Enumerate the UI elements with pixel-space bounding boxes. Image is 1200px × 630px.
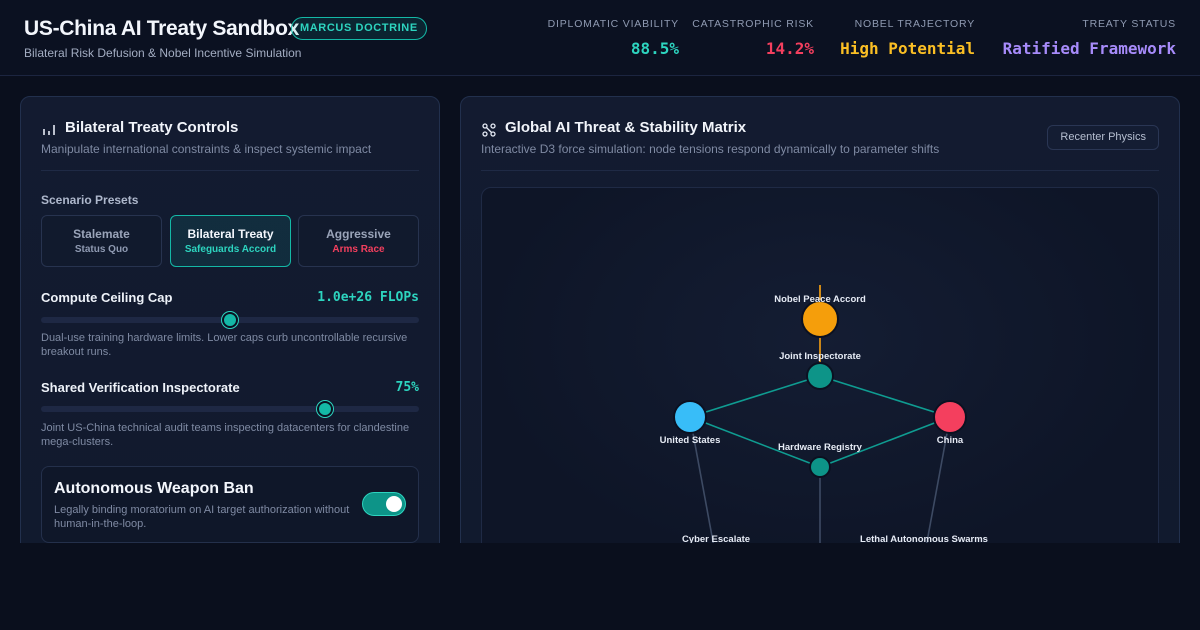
inspectorate-description: Joint US-China technical audit teams ins…	[41, 422, 410, 448]
force-graph-canvas[interactable]: Nobel Peace Accord Joint Inspectorate Unit…	[481, 187, 1159, 567]
preset-title: Bilateral Treaty	[187, 227, 274, 241]
inspectorate-label: Shared Verification Inspectorate	[41, 380, 240, 395]
graph-node-joint[interactable]	[806, 362, 834, 390]
preset-aggressive-button[interactable]: Aggressive Arms Race	[298, 215, 419, 267]
graph-edge	[819, 375, 951, 418]
metric-label: TREATY STATUS	[1082, 18, 1176, 30]
metric-value: 14.2%	[765, 39, 814, 58]
preset-title: Aggressive	[326, 227, 391, 241]
graph-node-label: Hardware Registry	[778, 442, 863, 453]
slider-thumb[interactable]	[316, 401, 333, 417]
panel-title: Global AI Threat & Stability Matrix	[505, 119, 747, 136]
metric-value: High Potential	[840, 39, 975, 58]
graph-node-label: Joint Inspectorate	[779, 351, 861, 362]
graph-edge	[689, 416, 717, 559]
network-icon	[482, 123, 496, 137]
compute-cap-description: Dual-use training hardware limits. Lower…	[41, 332, 408, 358]
preset-stalemate-button[interactable]: Stalemate Status Quo	[41, 215, 162, 267]
metric-value: 88.5%	[630, 39, 679, 58]
graph-edge	[923, 416, 951, 559]
compute-cap-value: 1.0e+26 FLOPs	[317, 290, 419, 305]
metric-label: CATASTROPHIC RISK	[692, 18, 814, 30]
graph-node-nobel[interactable]	[801, 300, 839, 338]
preset-subtitle: Arms Race	[332, 244, 385, 255]
graph-node-label: Cyber Escalate	[682, 534, 750, 545]
preset-subtitle: Safeguards Accord	[184, 244, 277, 255]
weapon-ban-card: Autonomous Weapon Ban Legally binding mo…	[41, 466, 419, 543]
weapon-ban-description: Legally binding moratorium on AI target …	[54, 504, 350, 530]
top-header: US-China AI Treaty Sandbox MARCUS DOCTRI…	[0, 0, 1200, 76]
treaty-controls-panel: Bilateral Treaty Controls Manipulate int…	[20, 96, 440, 556]
graph-node-china[interactable]	[933, 400, 967, 434]
panel-subtitle: Manipulate international constraints & i…	[41, 142, 372, 156]
app-subtitle: Bilateral Risk Defusion & Nobel Incentiv…	[24, 46, 302, 60]
graph-node-label: Nobel Peace Accord	[774, 294, 866, 305]
metric-catastrophic-risk: CATASTROPHIC RISK 14.2%	[692, 18, 814, 58]
graph-node-label: United States	[660, 435, 721, 446]
inspectorate-slider[interactable]	[41, 401, 419, 417]
graph-edge	[819, 416, 951, 468]
app-title: US-China AI Treaty Sandbox	[24, 17, 299, 40]
inspectorate-value: 75%	[395, 380, 419, 395]
graph-node-label: Lethal Autonomous Swarms	[860, 534, 988, 545]
preset-title: Stalemate	[73, 227, 130, 241]
panel-title: Bilateral Treaty Controls	[65, 119, 239, 136]
graph-node-label: China	[937, 435, 964, 446]
recenter-physics-button[interactable]: Recenter Physics	[1047, 125, 1159, 150]
graph-node-us[interactable]	[673, 400, 707, 434]
metric-diplomatic-viability: DIPLOMATIC VIABILITY 88.5%	[548, 18, 679, 58]
metric-value: Ratified Framework	[1002, 39, 1176, 58]
presets-label: Scenario Presets	[41, 193, 139, 207]
preset-subtitle: Status Quo	[74, 244, 129, 255]
graph-edge	[689, 375, 821, 418]
divider	[481, 170, 1159, 171]
metric-label: NOBEL TRAJECTORY	[854, 18, 975, 30]
divider	[41, 170, 419, 171]
panel-subtitle: Interactive D3 force simulation: node te…	[481, 142, 940, 156]
toggle-knob	[386, 496, 402, 512]
preset-bilateral-treaty-button[interactable]: Bilateral Treaty Safeguards Accord	[170, 215, 291, 267]
metric-label: DIPLOMATIC VIABILITY	[547, 18, 679, 30]
metric-nobel-trajectory: NOBEL TRAJECTORY High Potential	[840, 18, 975, 58]
graph-node-hw[interactable]	[809, 456, 831, 478]
bar-chart-icon	[43, 125, 55, 135]
metric-treaty-status: TREATY STATUS Ratified Framework	[1003, 18, 1176, 58]
compute-cap-label: Compute Ceiling Cap	[41, 290, 173, 305]
compute-cap-slider[interactable]	[41, 312, 419, 328]
graph-edge	[689, 416, 821, 468]
weapon-ban-title: Autonomous Weapon Ban	[54, 480, 254, 497]
slider-thumb[interactable]	[222, 312, 238, 328]
doctrine-badge: MARCUS DOCTRINE	[291, 17, 427, 40]
page-background	[0, 543, 1200, 630]
threat-matrix-panel: Global AI Threat & Stability Matrix Inte…	[460, 96, 1180, 567]
force-graph[interactable]: Nobel Peace Accord Joint Inspectorate Unit…	[482, 188, 1159, 567]
weapon-ban-toggle[interactable]	[362, 492, 406, 516]
